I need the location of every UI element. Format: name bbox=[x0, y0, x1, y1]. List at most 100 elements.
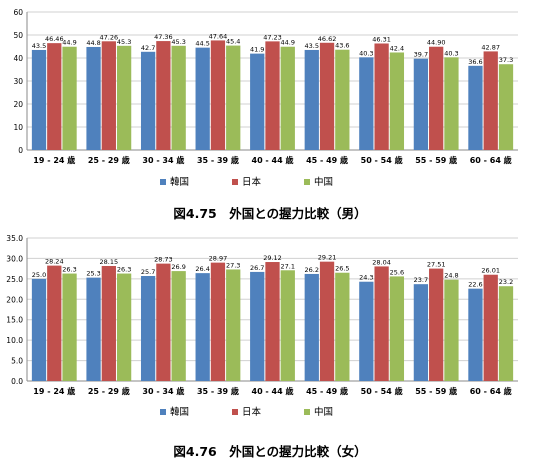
data-label: 28.24 bbox=[45, 258, 64, 266]
bar-female-中国-5 bbox=[335, 272, 350, 381]
bar-male-日本-1 bbox=[101, 41, 116, 150]
x-category-label: 35 - 39 歳 bbox=[197, 155, 239, 165]
bar-male-日本-7 bbox=[429, 46, 444, 151]
y-tick-label: 20.0 bbox=[6, 295, 23, 304]
bar-female-日本-8 bbox=[483, 274, 498, 381]
bar-female-日本-2 bbox=[156, 263, 171, 381]
data-label: 26.9 bbox=[171, 263, 185, 271]
bar-female-中国-3 bbox=[226, 269, 241, 381]
bar-male-中国-7 bbox=[444, 57, 459, 151]
bar-female-韓国-3 bbox=[195, 273, 210, 381]
data-label: 46.62 bbox=[318, 35, 337, 43]
bar-male-日本-8 bbox=[483, 51, 498, 150]
data-label: 46.31 bbox=[372, 35, 391, 43]
x-category-label: 25 - 29 歳 bbox=[88, 155, 130, 165]
legend-swatch-中国 bbox=[304, 409, 310, 415]
x-category-label: 55 - 59 歳 bbox=[415, 386, 457, 396]
y-tick-label: 30 bbox=[13, 77, 23, 86]
data-label: 26.2 bbox=[305, 266, 319, 274]
data-label: 47.64 bbox=[209, 32, 228, 40]
data-label: 44.90 bbox=[427, 39, 446, 47]
bar-male-韓国-0 bbox=[31, 49, 47, 151]
data-label: 29.12 bbox=[263, 254, 282, 262]
bar-male-日本-0 bbox=[47, 43, 62, 150]
legend-label: 日本 bbox=[242, 406, 262, 418]
data-label: 36.6 bbox=[468, 58, 482, 66]
data-label: 42.7 bbox=[141, 44, 155, 52]
bar-male-中国-8 bbox=[498, 64, 514, 150]
bar-male-中国-6 bbox=[389, 52, 405, 151]
figure-caption-female: 図4.76 外国との握力比較（女） bbox=[173, 444, 367, 459]
y-tick-label: 20 bbox=[13, 100, 23, 109]
data-label: 43.6 bbox=[335, 42, 349, 50]
data-label: 43.5 bbox=[32, 42, 46, 50]
bar-male-中国-1 bbox=[116, 45, 132, 151]
y-tick-label: 10 bbox=[13, 123, 23, 132]
bar-male-中国-0 bbox=[62, 46, 77, 151]
bar-male-日本-6 bbox=[374, 43, 389, 150]
data-label: 27.1 bbox=[281, 262, 295, 270]
x-category-label: 60 - 64 歳 bbox=[470, 155, 512, 165]
bar-female-韓国-0 bbox=[31, 278, 47, 381]
legend-label: 日本 bbox=[242, 176, 262, 188]
bar-female-中国-4 bbox=[280, 270, 295, 381]
x-category-label: 19 - 24 歳 bbox=[33, 155, 75, 165]
bar-male-韓国-1 bbox=[86, 46, 101, 150]
data-label: 28.73 bbox=[154, 256, 173, 264]
y-tick-label: 30.0 bbox=[6, 254, 23, 263]
y-tick-label: 35.0 bbox=[6, 234, 23, 243]
bar-male-韓国-3 bbox=[195, 47, 210, 150]
data-label: 25.6 bbox=[390, 268, 404, 276]
bar-female-韓国-5 bbox=[304, 273, 319, 381]
data-label: 45.4 bbox=[226, 38, 240, 46]
x-category-label: 30 - 34 歳 bbox=[142, 155, 184, 165]
bar-female-日本-5 bbox=[319, 261, 335, 381]
bar-male-韓国-7 bbox=[413, 58, 429, 150]
bar-chart-female: 0.05.010.015.020.025.030.035.025.028.242… bbox=[6, 234, 518, 418]
legend-swatch-韓国 bbox=[160, 179, 166, 185]
bar-female-中国-2 bbox=[171, 271, 186, 381]
bar-female-韓国-8 bbox=[468, 288, 483, 381]
bar-male-韓国-5 bbox=[304, 49, 319, 151]
figure-caption-male: 図4.75 外国との握力比較（男） bbox=[173, 206, 367, 221]
legend-swatch-中国 bbox=[304, 179, 310, 185]
bar-male-日本-5 bbox=[319, 42, 335, 150]
legend-label: 韓国 bbox=[170, 177, 189, 188]
bar-male-中国-5 bbox=[335, 49, 350, 150]
bar-male-韓国-6 bbox=[359, 57, 374, 151]
data-label: 47.23 bbox=[263, 33, 282, 41]
data-label: 43.5 bbox=[305, 42, 319, 50]
data-label: 26.01 bbox=[481, 267, 500, 275]
data-label: 42.87 bbox=[481, 43, 500, 51]
x-category-label: 45 - 49 歳 bbox=[306, 155, 348, 165]
bar-female-日本-1 bbox=[101, 265, 116, 381]
data-label: 28.97 bbox=[209, 255, 228, 263]
bar-female-韓国-6 bbox=[359, 281, 374, 381]
bar-male-韓国-4 bbox=[250, 53, 265, 150]
data-label: 25.7 bbox=[141, 268, 155, 276]
bar-male-中国-3 bbox=[226, 45, 241, 150]
chart-panel-female: 0.0 5.0 10.0 15.0 20.0 25.0 30.0 35.0 25.0 28.24 2… bbox=[0, 228, 540, 438]
data-label: 28.04 bbox=[372, 258, 391, 266]
data-label: 42.4 bbox=[390, 44, 404, 52]
data-label: 26.5 bbox=[335, 265, 349, 273]
data-label: 24.3 bbox=[359, 274, 373, 282]
bar-female-韓国-7 bbox=[413, 284, 429, 381]
bar-female-日本-0 bbox=[47, 265, 62, 381]
legend-swatch-韓国 bbox=[160, 409, 166, 415]
data-label: 41.9 bbox=[250, 46, 264, 54]
legend-label: 中国 bbox=[314, 176, 333, 188]
data-label: 47.36 bbox=[154, 33, 173, 41]
data-label: 26.4 bbox=[195, 265, 209, 273]
data-label: 37.3 bbox=[499, 56, 513, 64]
x-category-label: 45 - 49 歳 bbox=[306, 386, 348, 396]
legend-label: 韓国 bbox=[170, 407, 189, 418]
bar-male-日本-3 bbox=[210, 40, 226, 150]
bar-male-中国-2 bbox=[171, 45, 186, 151]
data-label: 22.6 bbox=[468, 281, 482, 289]
y-tick-label: 0.0 bbox=[11, 377, 23, 386]
bar-female-中国-8 bbox=[498, 286, 514, 381]
x-category-label: 25 - 29 歳 bbox=[88, 386, 130, 396]
bar-female-韓国-1 bbox=[86, 277, 101, 381]
